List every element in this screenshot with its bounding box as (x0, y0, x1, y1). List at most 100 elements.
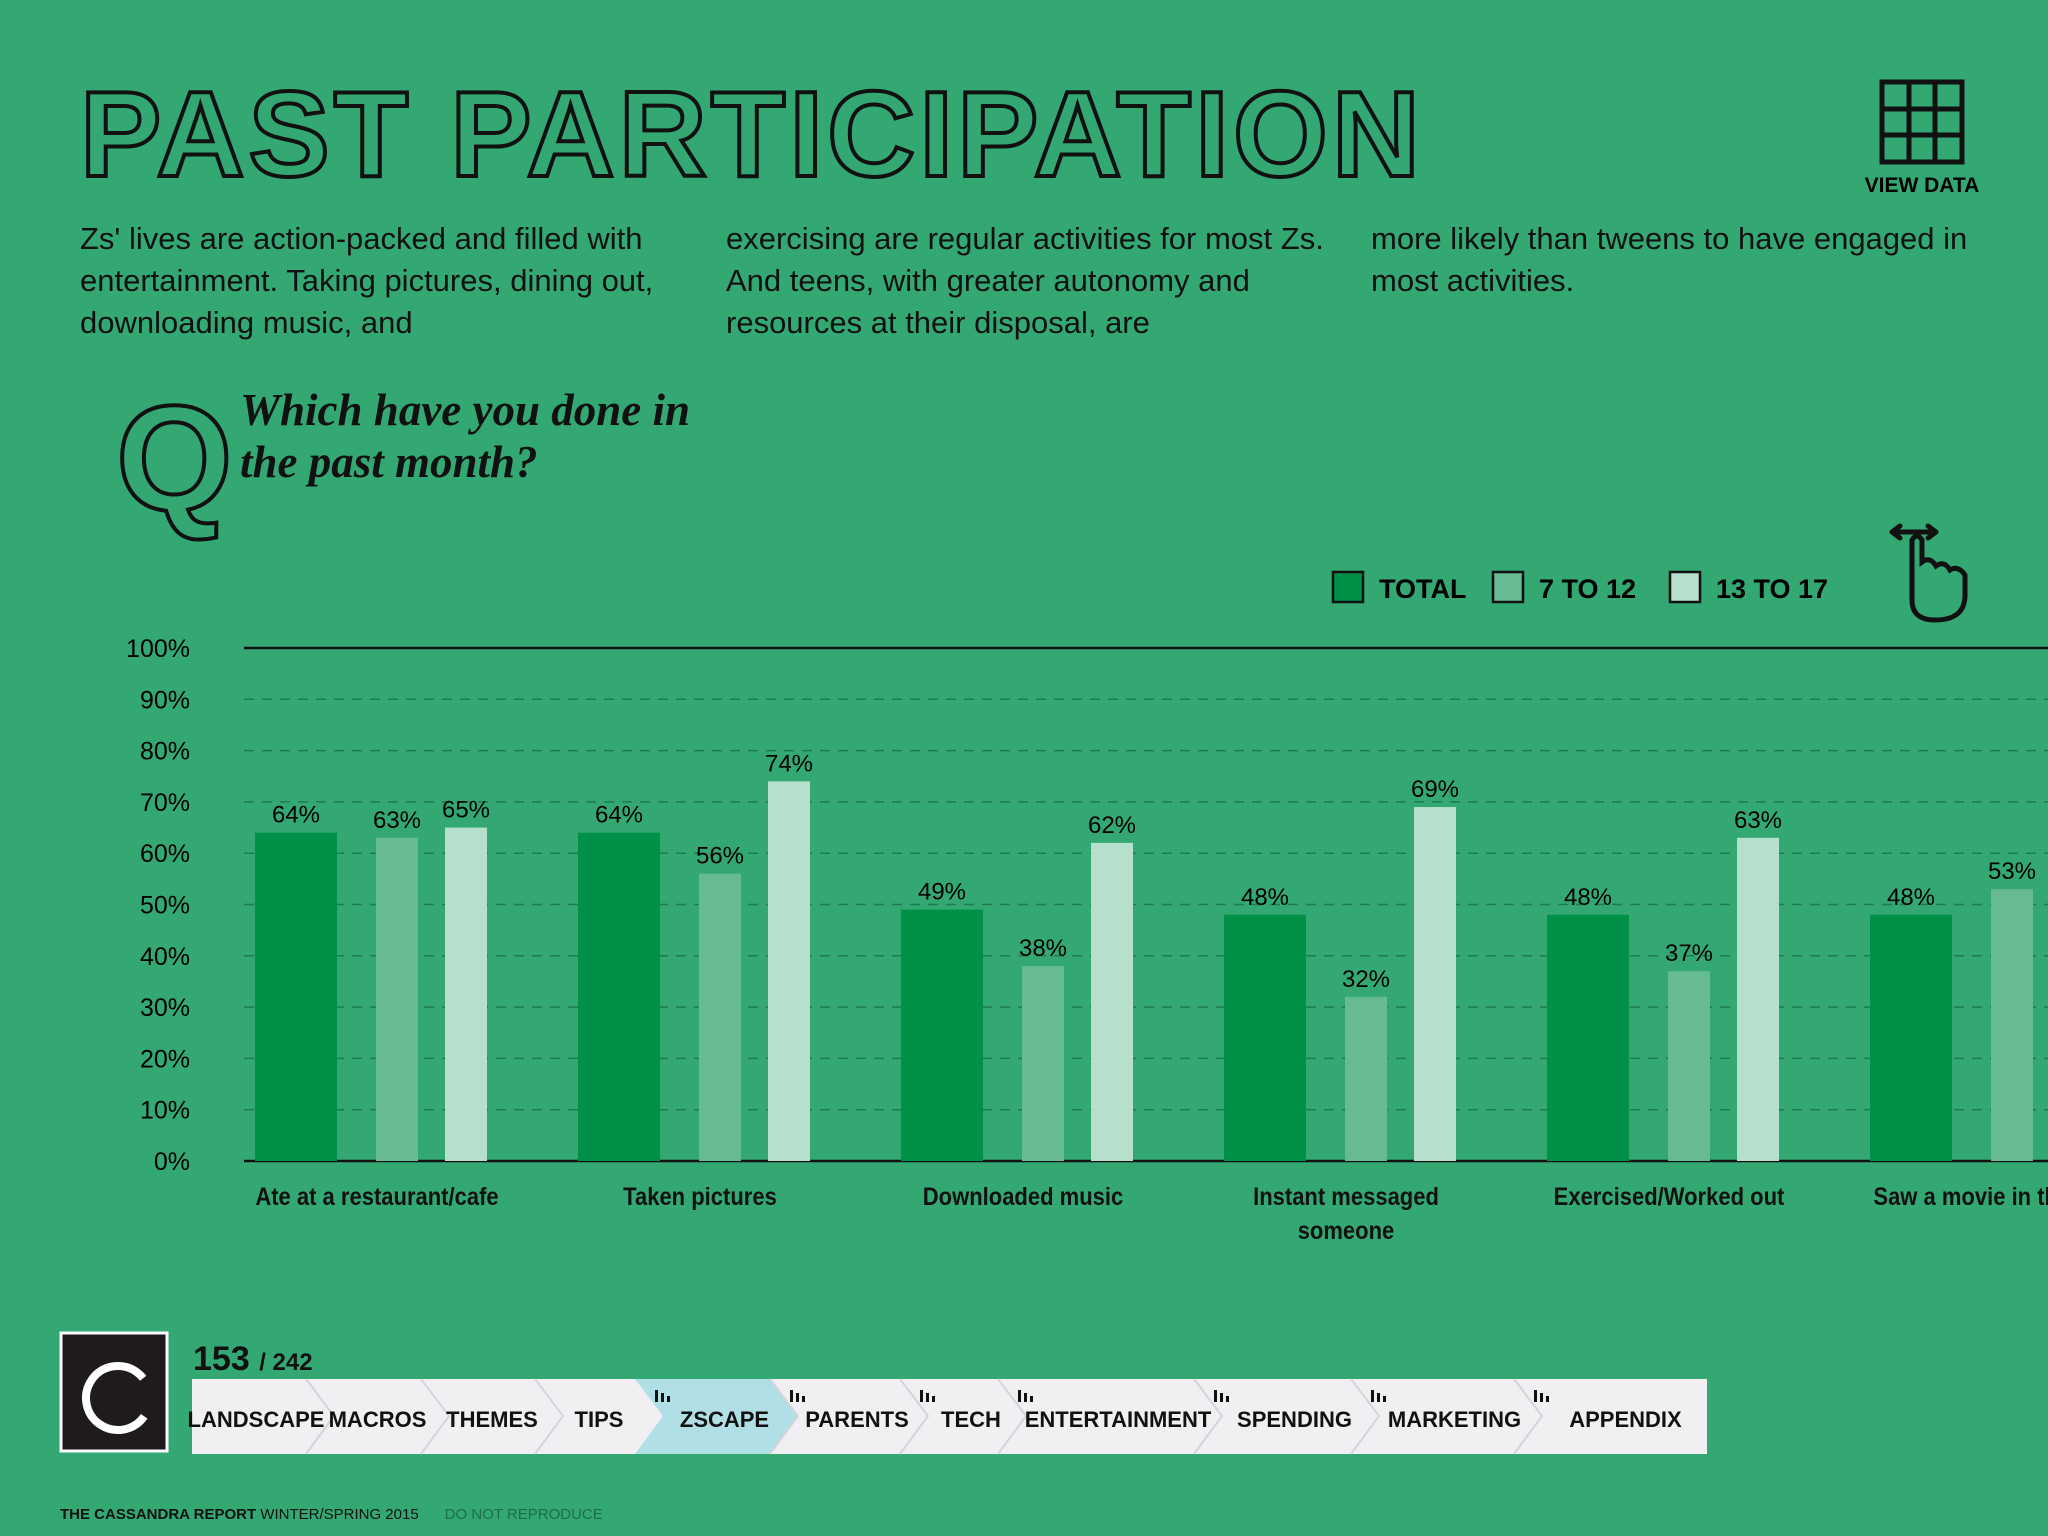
bar (1668, 971, 1710, 1161)
legend-swatch (1491, 570, 1525, 604)
nav-item[interactable]: TIPS (575, 1407, 624, 1432)
nav-item[interactable]: ZSCAPE (680, 1407, 769, 1432)
legend-label: 7 TO 12 (1539, 574, 1636, 604)
y-tick-label: 100% (126, 635, 190, 663)
x-tick-label: Downloaded music (922, 1183, 1124, 1211)
nav-item[interactable]: APPENDIX (1569, 1407, 1682, 1432)
nav-icon (1540, 1393, 1543, 1402)
y-tick-label: 30% (140, 994, 190, 1022)
bar (1991, 889, 2033, 1161)
value-label: 32% (1342, 966, 1390, 993)
value-label: 62% (1088, 812, 1136, 839)
nav-icon (1220, 1393, 1223, 1402)
intro-column: more likely than tweens to have engaged … (1371, 221, 1968, 298)
nav-item[interactable]: TECH (941, 1407, 1001, 1432)
nav-icon (1377, 1393, 1380, 1402)
value-label: 56% (696, 843, 744, 870)
y-tick-label: 90% (140, 686, 190, 714)
nav-icon (1214, 1390, 1217, 1402)
value-label: 48% (1887, 884, 1935, 911)
footer-edition: WINTER/SPRING 2015 (260, 1506, 419, 1523)
y-tick-label: 40% (140, 943, 190, 971)
bar (578, 832, 660, 1161)
view-data-label[interactable]: VIEW DATA (1865, 174, 1980, 197)
y-tick-label: 60% (140, 840, 190, 868)
nav-divider (1513, 1378, 1544, 1455)
nav-icon (1024, 1393, 1027, 1402)
legend-label: 13 TO 17 (1716, 574, 1828, 604)
nav-item[interactable]: LANDSCAPE (188, 1407, 325, 1432)
page-current: 153 (193, 1340, 250, 1378)
nav-icon (796, 1393, 799, 1402)
nav-item[interactable]: MARKETING (1388, 1407, 1521, 1432)
nav-item[interactable]: ENTERTAINMENT (1025, 1407, 1212, 1432)
value-label: 64% (595, 802, 643, 829)
y-tick-label: 50% (140, 892, 190, 920)
nav-bar (192, 1379, 1707, 1454)
y-tick-label: 10% (140, 1097, 190, 1125)
nav-divider (1193, 1378, 1224, 1455)
bar (1022, 966, 1064, 1161)
value-label: 53% (1988, 858, 2036, 885)
y-tick-label: 70% (140, 789, 190, 817)
bar (1091, 842, 1133, 1161)
value-label: 63% (1734, 807, 1782, 834)
nav-divider (420, 1378, 451, 1455)
value-label: 64% (272, 802, 320, 829)
nav-icon (926, 1393, 929, 1402)
y-tick-label: 80% (140, 738, 190, 766)
nav-icon (1018, 1390, 1021, 1402)
footer-publication: THE CASSANDRA REPORT (60, 1506, 257, 1523)
question: Which have you done in the past month? (240, 385, 691, 487)
value-label: 38% (1019, 935, 1067, 962)
legend-swatch (1668, 570, 1702, 604)
x-tick-label: Taken pictures (623, 1183, 777, 1211)
legend-swatch (1331, 570, 1365, 604)
bar (1224, 914, 1306, 1161)
swipe-icon (1889, 523, 1968, 623)
x-tick-label: Saw a movie in theatre (1873, 1183, 2048, 1211)
view-data-icon[interactable] (1879, 79, 1965, 165)
nav-icon (932, 1396, 935, 1402)
bar (445, 827, 487, 1161)
x-tick-label: Instant messaged someone (1253, 1183, 1439, 1245)
nav-item[interactable]: MACROS (329, 1407, 427, 1432)
bar (1870, 914, 1952, 1161)
page-number: 153 / 242 (193, 1340, 313, 1379)
nav-divider (1350, 1378, 1381, 1455)
q-icon: Q (116, 374, 233, 542)
nav-divider (534, 1378, 565, 1455)
value-label: 37% (1665, 940, 1713, 967)
nav-icon (790, 1390, 793, 1402)
bar (1547, 914, 1629, 1161)
intro-column: exercising are regular activities for mo… (726, 221, 1324, 340)
nav-active (635, 1379, 798, 1454)
logo-c (82, 1362, 154, 1434)
nav-item[interactable]: PARENTS (805, 1407, 909, 1432)
bar (1737, 837, 1779, 1161)
nav-icon (661, 1393, 664, 1402)
nav-icon (1383, 1396, 1386, 1402)
y-tick-label: 20% (140, 1045, 190, 1073)
bar (255, 832, 337, 1161)
nav-icon (655, 1390, 658, 1402)
value-label: 49% (918, 879, 966, 906)
nav-item[interactable]: THEMES (446, 1407, 538, 1432)
nav-divider (899, 1378, 930, 1455)
x-tick-label: Ate at a restaurant/cafe (255, 1183, 499, 1211)
intro-column: Zs' lives are action-packed and filled w… (80, 221, 654, 340)
nav-icon (1371, 1390, 1374, 1402)
bar (1345, 996, 1387, 1161)
legend-label: TOTAL (1379, 574, 1467, 604)
value-label: 69% (1411, 776, 1459, 803)
footer-notice: DO NOT REPRODUCE (444, 1506, 603, 1523)
nav-icon (1226, 1396, 1229, 1402)
x-tick-label: Exercised/Worked out (1553, 1183, 1785, 1211)
nav-divider (997, 1378, 1028, 1455)
footer: THE CASSANDRA REPORT WINTER/SPRING 2015 D… (60, 1506, 603, 1523)
nav-item[interactable]: SPENDING (1237, 1407, 1352, 1432)
nav-divider (305, 1378, 336, 1455)
bar (768, 781, 810, 1161)
